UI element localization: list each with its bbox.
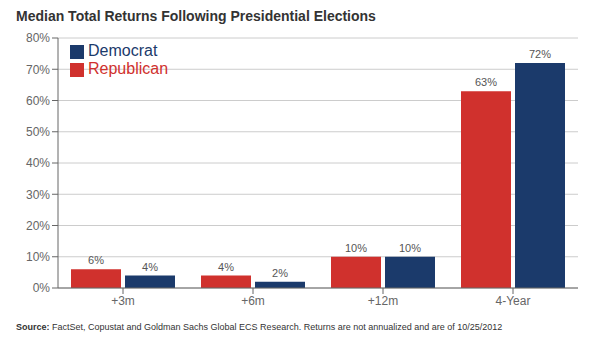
svg-text:+6m: +6m bbox=[241, 294, 265, 308]
svg-text:4%: 4% bbox=[218, 261, 234, 273]
svg-text:40%: 40% bbox=[26, 156, 50, 170]
svg-text:70%: 70% bbox=[26, 63, 50, 77]
svg-text:4-Year: 4-Year bbox=[496, 294, 531, 308]
svg-text:50%: 50% bbox=[26, 125, 50, 139]
html-text:Democrat: Democrat bbox=[88, 42, 158, 59]
svg-text:30%: 30% bbox=[26, 188, 50, 202]
svg-text:20%: 20% bbox=[26, 219, 50, 233]
svg-text:4%: 4% bbox=[142, 261, 158, 273]
svg-text:10%: 10% bbox=[26, 250, 50, 264]
svg-text:72%: 72% bbox=[529, 48, 551, 60]
svg-text:+3m: +3m bbox=[111, 294, 135, 308]
svg-text:+12m: +12m bbox=[368, 294, 398, 308]
svg-text:10%: 10% bbox=[345, 242, 367, 254]
svg-text:0%: 0% bbox=[33, 281, 51, 295]
html-text:Median Total Returns Following: Median Total Returns Following President… bbox=[16, 8, 376, 24]
svg-text:80%: 80% bbox=[26, 31, 50, 45]
html-text:Source: FactSet, Copustat and: Source: FactSet, Copustat and Goldman Sa… bbox=[16, 322, 503, 332]
svg-text:63%: 63% bbox=[475, 76, 497, 88]
svg-text:10%: 10% bbox=[399, 242, 421, 254]
svg-text:60%: 60% bbox=[26, 94, 50, 108]
html-text:Republican: Republican bbox=[88, 60, 169, 77]
svg-text:2%: 2% bbox=[272, 267, 288, 279]
svg-text:6%: 6% bbox=[88, 254, 104, 266]
